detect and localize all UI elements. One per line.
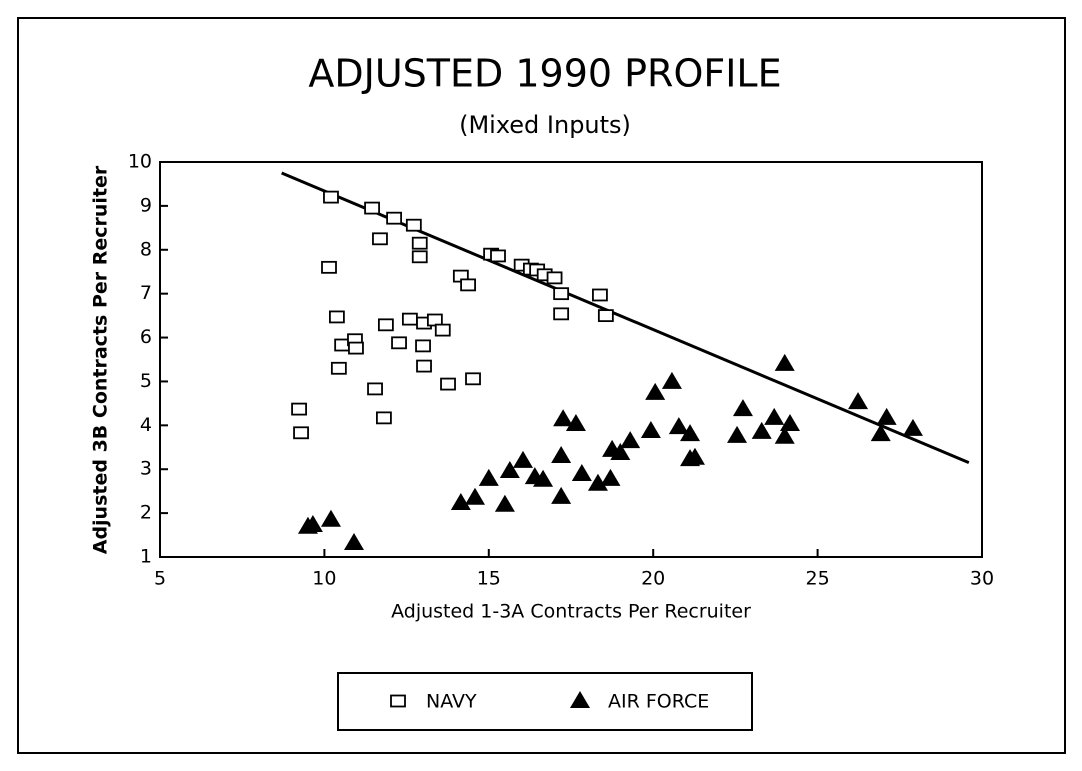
data-point [870, 424, 891, 442]
data-point [512, 450, 533, 468]
data-point [377, 318, 394, 332]
x-tick-label: 15 [477, 568, 501, 590]
y-tick-label: 6 [140, 326, 152, 348]
legend [337, 672, 753, 731]
data-point [440, 377, 456, 391]
y-tick-label: 5 [140, 370, 152, 392]
chart-title: ADJUSTED 1990 PROFILE [308, 52, 781, 96]
data-point [668, 417, 689, 435]
data-point [343, 532, 364, 550]
data-point [640, 421, 661, 439]
plot-frame [159, 161, 983, 558]
data-point [661, 371, 682, 389]
data-point [450, 493, 471, 511]
data-point [386, 211, 403, 225]
data-point [465, 372, 481, 386]
data-point [391, 336, 407, 350]
y-tick-label: 8 [140, 238, 152, 260]
y-tick-label: 9 [140, 194, 152, 216]
y-tick-label: 4 [140, 414, 152, 436]
data-point [367, 382, 383, 396]
x-tick-label: 30 [970, 568, 994, 590]
data-point [680, 424, 701, 442]
data-point [751, 421, 772, 439]
y-tick-label: 7 [140, 282, 152, 304]
data-point [291, 402, 307, 416]
data-point [848, 392, 869, 410]
data-point [779, 414, 800, 432]
legend-label: AIR FORCE [608, 691, 709, 713]
data-point [411, 250, 428, 264]
data-point [494, 494, 515, 512]
data-point [460, 278, 476, 292]
data-point [902, 418, 923, 436]
x-axis-label: Adjusted 1-3A Contracts Per Recruiter [391, 601, 751, 623]
data-point [411, 236, 428, 250]
data-point [415, 339, 431, 353]
data-point [774, 426, 795, 444]
data-point [499, 460, 520, 478]
data-point [727, 425, 748, 443]
data-point [416, 359, 432, 373]
legend-marker [390, 694, 406, 708]
data-point [571, 464, 592, 482]
data-point [553, 307, 570, 321]
x-tick-label: 25 [806, 568, 830, 590]
y-tick-label: 2 [140, 502, 152, 524]
data-point [732, 399, 753, 417]
data-point [597, 309, 614, 323]
data-point [565, 414, 586, 432]
data-point [587, 473, 608, 491]
data-point [610, 442, 631, 460]
data-point [320, 509, 341, 527]
data-point [551, 446, 572, 464]
data-point [401, 312, 418, 326]
data-point [490, 249, 506, 263]
data-point [464, 487, 485, 505]
data-point [334, 338, 351, 352]
data-point [645, 382, 666, 400]
data-point [328, 310, 345, 324]
data-point [620, 431, 641, 449]
data-point [434, 323, 451, 337]
y-axis-label: Adjusted 3B Contracts Per Recruiter [90, 165, 112, 554]
data-point [323, 190, 339, 204]
y-tick-label: 3 [140, 458, 152, 480]
data-point [600, 468, 621, 486]
data-point [533, 469, 554, 487]
chart-subtitle: (Mixed Inputs) [459, 111, 631, 139]
data-point [774, 353, 795, 371]
data-point [321, 260, 337, 274]
data-point [546, 271, 563, 285]
y-tick-label: 1 [140, 546, 152, 568]
data-point [684, 447, 705, 465]
data-point [478, 468, 499, 486]
data-point [293, 426, 309, 440]
x-tick-label: 5 [154, 568, 166, 590]
x-tick-label: 10 [312, 568, 336, 590]
data-point [364, 201, 380, 215]
frame [17, 17, 1066, 754]
data-point [376, 411, 392, 425]
data-point [553, 409, 574, 427]
data-point [348, 341, 364, 355]
data-point [592, 288, 608, 302]
data-point [372, 232, 388, 246]
data-point [764, 407, 785, 425]
data-point [553, 287, 570, 301]
data-point [551, 486, 572, 504]
data-point [302, 514, 323, 532]
data-point [876, 407, 897, 425]
data-point [330, 361, 347, 375]
y-tick-label: 10 [128, 151, 152, 173]
legend-label: NAVY [426, 691, 477, 713]
data-point [405, 218, 422, 232]
legend-marker [570, 691, 590, 708]
x-tick-label: 20 [641, 568, 665, 590]
